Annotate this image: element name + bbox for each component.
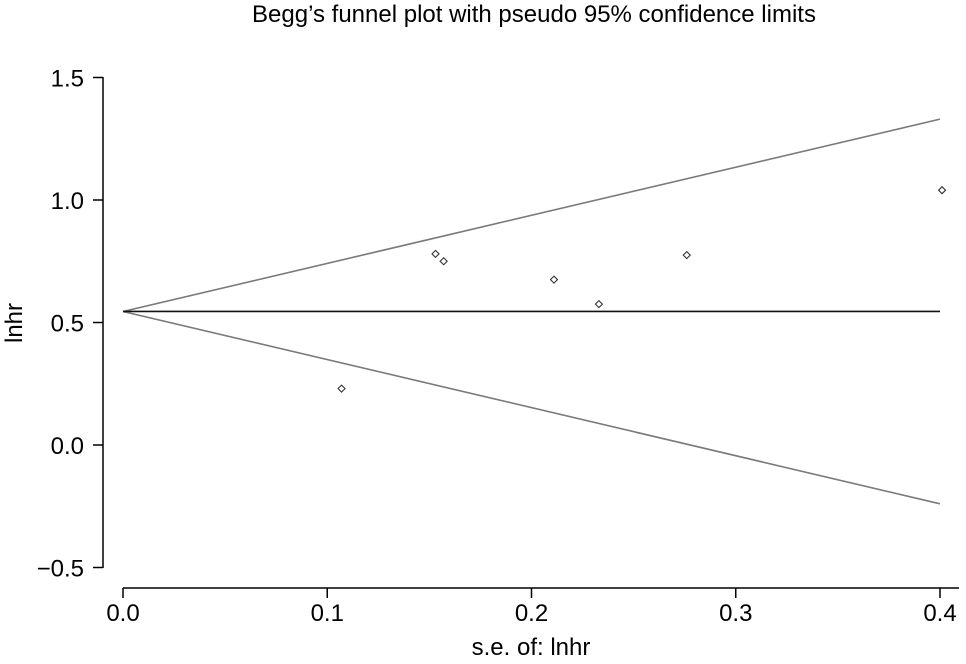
y-axis-label: lnhr [1, 303, 28, 343]
x-tick-label: 0.0 [106, 600, 139, 627]
confidence-limits [122, 118, 941, 505]
x-tick-label: 0.1 [311, 600, 344, 627]
x-tick-label: 0.2 [515, 600, 548, 627]
upper-confidence-limit-line [122, 118, 941, 313]
x-axis-label: s.e. of: lnhr [472, 634, 591, 661]
y-tick-label: 0.0 [51, 433, 84, 460]
x-tick-label: 0.3 [719, 600, 752, 627]
y-tick-label: 1.0 [51, 188, 84, 215]
y-ticks: −0.5 0.0 0.5 1.0 1.5 [37, 66, 103, 583]
data-point [439, 256, 448, 266]
data-point [594, 299, 604, 309]
data-point [549, 275, 559, 284]
data-point [337, 384, 346, 393]
x-ticks: 0.0 0.1 0.2 0.3 0.4 [106, 588, 957, 627]
y-tick-label: 1.5 [51, 66, 84, 93]
data-point [682, 250, 692, 260]
y-tick-label: −0.5 [37, 556, 84, 583]
lower-confidence-limit-line [122, 310, 941, 505]
x-tick-label: 0.4 [923, 600, 956, 627]
data-point [431, 249, 440, 259]
plot-axes [102, 77, 959, 589]
chart-title: Begg’s funnel plot with pseudo 95% confi… [252, 1, 816, 28]
data-points [337, 185, 947, 393]
data-point [937, 185, 947, 195]
y-tick-label: 0.5 [51, 311, 84, 338]
